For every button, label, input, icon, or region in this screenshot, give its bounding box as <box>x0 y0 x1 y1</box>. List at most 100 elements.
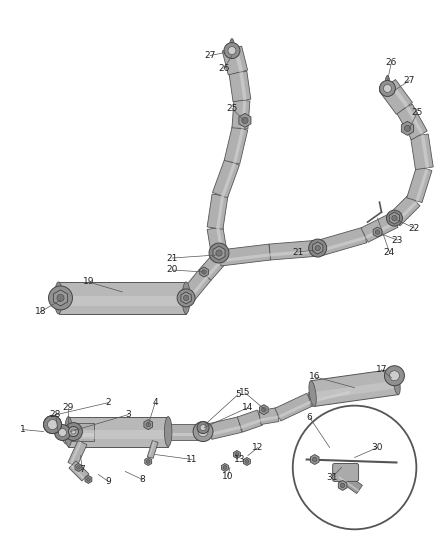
Polygon shape <box>199 253 226 280</box>
Polygon shape <box>58 428 68 437</box>
Polygon shape <box>361 213 398 242</box>
Circle shape <box>340 483 345 488</box>
Polygon shape <box>311 369 398 407</box>
Polygon shape <box>338 480 347 490</box>
Text: 25: 25 <box>226 104 238 113</box>
Polygon shape <box>240 419 261 429</box>
Circle shape <box>87 478 90 481</box>
Polygon shape <box>308 383 351 407</box>
Polygon shape <box>167 433 200 436</box>
Polygon shape <box>275 393 313 421</box>
Polygon shape <box>220 253 270 262</box>
Circle shape <box>223 466 227 469</box>
Circle shape <box>200 425 206 431</box>
Polygon shape <box>144 419 152 430</box>
Text: 20: 20 <box>166 265 178 274</box>
Polygon shape <box>59 296 186 306</box>
Polygon shape <box>239 114 251 127</box>
Polygon shape <box>270 249 320 256</box>
Text: 24: 24 <box>384 247 395 256</box>
Circle shape <box>49 286 72 310</box>
Polygon shape <box>59 282 186 314</box>
Polygon shape <box>69 461 89 481</box>
Circle shape <box>68 426 78 437</box>
Ellipse shape <box>393 369 400 394</box>
Polygon shape <box>244 457 251 465</box>
Polygon shape <box>229 71 251 102</box>
Polygon shape <box>75 464 82 472</box>
Text: 1: 1 <box>20 425 25 434</box>
Polygon shape <box>233 128 244 163</box>
Circle shape <box>54 425 71 441</box>
Polygon shape <box>233 450 240 458</box>
Polygon shape <box>68 423 95 441</box>
Polygon shape <box>396 104 427 140</box>
Circle shape <box>379 80 396 96</box>
Polygon shape <box>237 410 262 432</box>
Polygon shape <box>365 221 396 239</box>
Polygon shape <box>53 290 67 306</box>
Polygon shape <box>148 441 155 457</box>
Circle shape <box>43 416 61 433</box>
Circle shape <box>390 214 399 222</box>
Polygon shape <box>379 79 413 115</box>
Polygon shape <box>56 425 73 444</box>
Circle shape <box>193 422 213 441</box>
Circle shape <box>404 125 410 132</box>
Text: 30: 30 <box>372 443 383 452</box>
Text: 28: 28 <box>50 410 61 419</box>
Ellipse shape <box>54 282 63 314</box>
Polygon shape <box>210 426 241 436</box>
Polygon shape <box>373 227 382 237</box>
Polygon shape <box>337 471 362 494</box>
Circle shape <box>57 294 64 302</box>
Polygon shape <box>68 417 168 447</box>
Circle shape <box>177 289 195 307</box>
Ellipse shape <box>182 282 190 314</box>
Ellipse shape <box>164 417 172 447</box>
Circle shape <box>68 426 78 437</box>
Text: 29: 29 <box>63 403 74 412</box>
Text: 31: 31 <box>326 473 337 482</box>
Circle shape <box>184 295 189 301</box>
Text: 26: 26 <box>218 64 230 73</box>
Circle shape <box>214 248 224 258</box>
Polygon shape <box>224 126 248 164</box>
Circle shape <box>315 245 320 251</box>
Text: 26: 26 <box>386 58 397 67</box>
Circle shape <box>389 371 399 381</box>
Circle shape <box>261 407 266 412</box>
Polygon shape <box>145 457 152 465</box>
Polygon shape <box>239 72 247 100</box>
Polygon shape <box>207 194 228 229</box>
Polygon shape <box>212 159 240 198</box>
Text: 27: 27 <box>205 51 216 60</box>
Text: 7: 7 <box>80 465 85 474</box>
Polygon shape <box>180 270 211 303</box>
Circle shape <box>242 117 248 124</box>
Circle shape <box>312 457 317 462</box>
Polygon shape <box>241 101 246 128</box>
Polygon shape <box>318 228 367 256</box>
Polygon shape <box>216 196 224 229</box>
Text: 9: 9 <box>106 477 111 486</box>
Circle shape <box>43 416 61 433</box>
Circle shape <box>48 419 57 430</box>
Text: 10: 10 <box>222 472 234 481</box>
Polygon shape <box>260 405 268 415</box>
Polygon shape <box>181 292 191 304</box>
Circle shape <box>235 453 239 456</box>
Polygon shape <box>338 476 359 491</box>
Polygon shape <box>312 381 397 400</box>
Polygon shape <box>208 417 242 439</box>
Polygon shape <box>223 46 247 75</box>
Polygon shape <box>416 168 428 201</box>
Polygon shape <box>147 441 158 458</box>
Circle shape <box>384 84 392 92</box>
Text: 14: 14 <box>242 403 254 412</box>
Text: 19: 19 <box>83 278 94 286</box>
Text: 13: 13 <box>234 455 246 464</box>
Polygon shape <box>420 135 429 168</box>
Ellipse shape <box>65 417 72 447</box>
Polygon shape <box>410 134 433 169</box>
